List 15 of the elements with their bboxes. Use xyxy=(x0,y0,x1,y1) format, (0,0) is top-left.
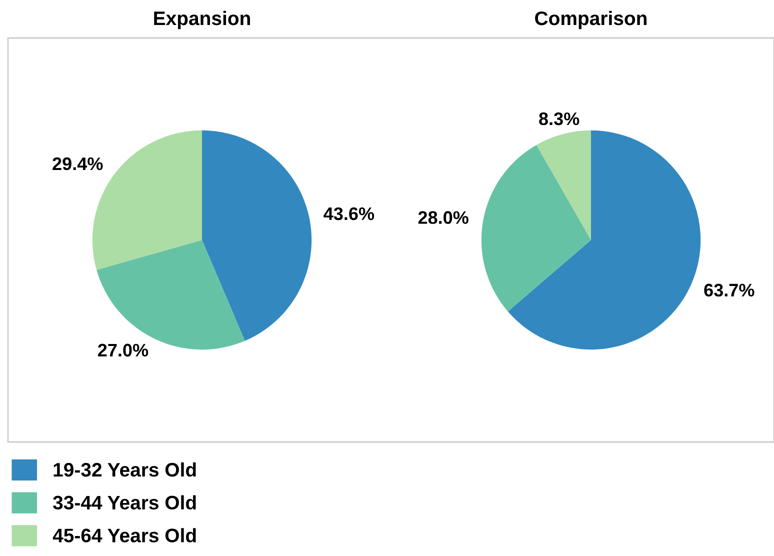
chart-title: Expansion xyxy=(154,10,250,30)
data-label: 27.0% xyxy=(98,344,148,357)
data-label: 8.3% xyxy=(539,112,580,126)
pie-slice xyxy=(536,130,591,240)
legend-label: 33-44 Years Old xyxy=(53,495,196,510)
pie-slice xyxy=(202,130,312,341)
data-label: 29.4% xyxy=(52,157,103,170)
legend-label: 19-32 Years Old xyxy=(54,462,196,477)
data-label: 63.7% xyxy=(704,284,754,297)
chart-title: Comparison xyxy=(535,10,647,30)
legend-label: 45-64 Years Old xyxy=(52,528,196,542)
pie-slice xyxy=(481,144,591,312)
pie-slice xyxy=(508,130,701,350)
data-label: 43.6% xyxy=(324,207,374,220)
data-label: 28.0% xyxy=(418,211,468,224)
